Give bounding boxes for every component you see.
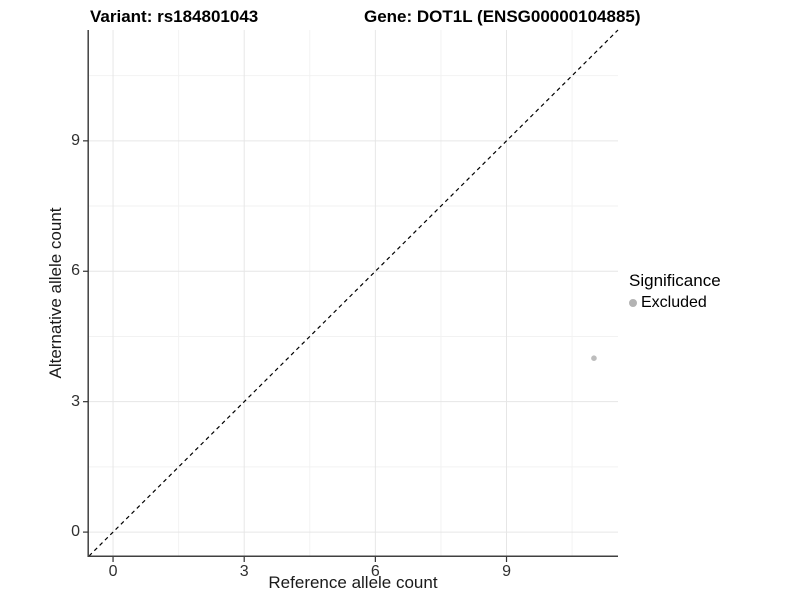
y-tick-label: 3: [71, 392, 80, 410]
plot-title-gene: Gene: DOT1L (ENSG00000104885): [364, 7, 641, 26]
legend-item-excluded: Excluded: [629, 294, 721, 312]
y-tick-label: 6: [71, 262, 80, 280]
y-tick-label: 9: [71, 131, 80, 149]
x-tick-label: 3: [239, 563, 249, 580]
x-tick-label: 6: [370, 563, 380, 580]
data-point: [591, 355, 597, 362]
x-axis-title: Reference allele count: [268, 573, 438, 592]
y-tick-label: 0: [71, 523, 80, 541]
legend-item-label: Excluded: [641, 294, 707, 311]
plot-title-variant: Variant: rs184801043: [90, 7, 259, 26]
legend: Significance Excluded: [629, 271, 721, 312]
legend-point-icon: [629, 299, 637, 307]
x-tick-label: 9: [502, 563, 511, 580]
y-axis-title: Alternative allele count: [46, 207, 65, 379]
x-tick-label: 0: [108, 563, 118, 580]
legend-title: Significance: [629, 271, 721, 290]
identity-dashed-line: [88, 29, 619, 557]
